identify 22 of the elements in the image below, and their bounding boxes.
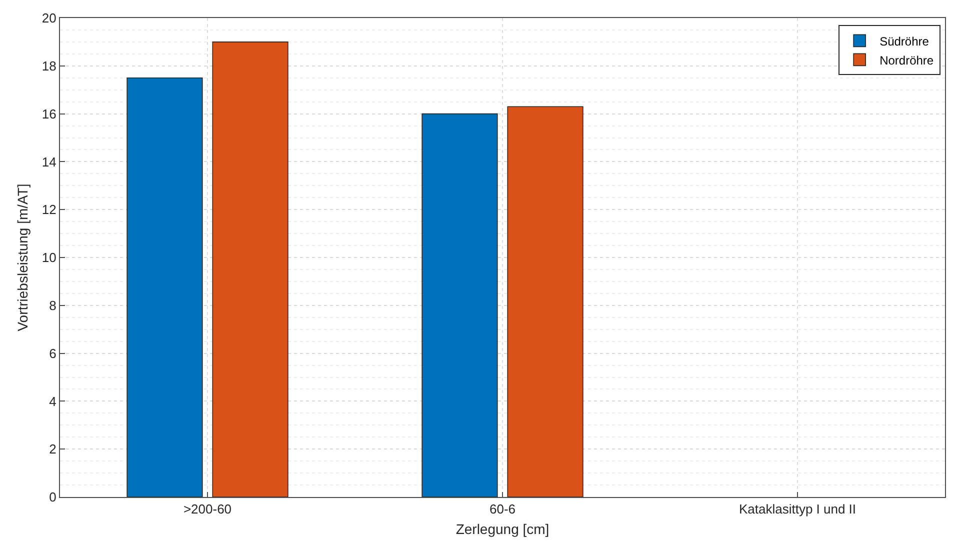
y-tick-label: 10 [42,250,56,266]
y-tick-label: 14 [42,154,56,170]
legend-label: Südröhre [880,34,930,48]
y-tick-label: 20 [42,10,56,26]
y-tick-label: 6 [49,346,56,361]
y-tick-label: 2 [49,442,56,457]
bar [212,42,288,497]
bar [126,77,203,497]
bar [507,106,584,497]
y-tick-label: 16 [42,106,56,122]
x-tick-label: Kataklasittyp I und II [738,502,856,517]
y-tick-label: 0 [49,490,56,505]
x-axis-title: Zerlegung [cm] [456,520,550,537]
y-tick-label: 12 [42,202,56,218]
y-tick-label: 8 [49,298,56,313]
legend-label: Nordröhre [880,53,934,68]
x-tick-label: 60-6 [489,502,516,517]
x-tick-label: >200-60 [183,502,232,517]
bar [422,113,498,497]
y-axis-title: Vortriebsleistung [m/AT] [14,184,31,332]
y-tick-label: 4 [49,394,56,409]
y-tick-label: 18 [42,58,56,74]
